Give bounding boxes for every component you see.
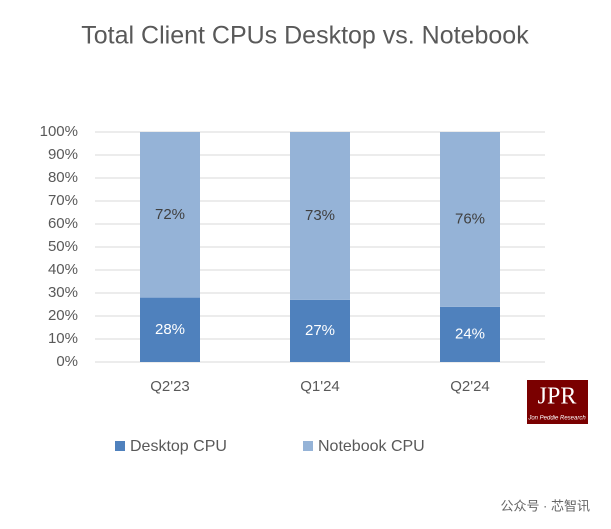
value-label: 24%: [455, 325, 485, 342]
y-tick-label: 10%: [48, 330, 78, 347]
x-tick-label: Q1'24: [300, 378, 340, 395]
bar-segment: [290, 132, 350, 300]
y-tick-label: 30%: [48, 284, 78, 301]
logo: JPR Jon Peddie Research: [527, 380, 588, 424]
value-label: 72%: [155, 206, 185, 223]
value-label: 73%: [305, 207, 335, 224]
bar-segment: [140, 297, 200, 362]
logo-box: [527, 380, 588, 424]
y-tick-label: 50%: [48, 238, 78, 255]
chart-title: Total Client CPUs Desktop vs. Notebook: [81, 22, 529, 50]
bar-segment: [440, 306, 500, 362]
logo-title: JPR: [538, 384, 577, 410]
bar-segment: [290, 299, 350, 362]
legend-label: Notebook CPU: [318, 438, 425, 455]
y-tick-label: 90%: [48, 146, 78, 163]
x-tick-label: Q2'23: [150, 378, 190, 395]
value-label: 28%: [155, 321, 185, 338]
legend-swatch: [303, 441, 313, 451]
y-tick-label: 20%: [48, 307, 78, 324]
bar-segment: [140, 132, 200, 298]
watermark: 公众号 · 芯智讯: [500, 498, 590, 513]
y-tick-label: 80%: [48, 169, 78, 186]
legend-label: Desktop CPU: [130, 438, 227, 455]
y-tick-label: 40%: [48, 261, 78, 278]
y-tick-label: 70%: [48, 192, 78, 209]
bar-segment: [440, 132, 500, 307]
value-label: 27%: [305, 322, 335, 339]
y-tick-label: 60%: [48, 215, 78, 232]
y-tick-label: 100%: [40, 123, 78, 140]
y-tick-label: 0%: [56, 353, 78, 370]
value-label: 76%: [455, 210, 485, 227]
logo-subtitle: Jon Peddie Research: [527, 416, 586, 422]
legend-swatch: [115, 441, 125, 451]
x-tick-label: Q2'24: [450, 378, 490, 395]
